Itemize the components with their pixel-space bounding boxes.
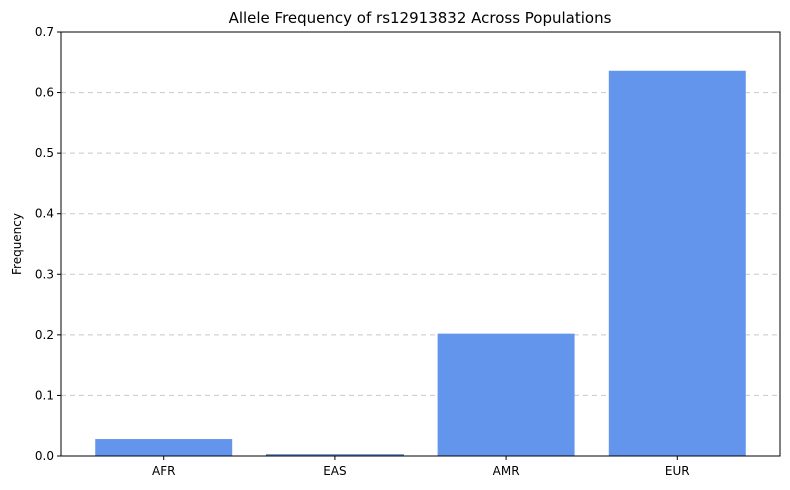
y-tick-label: 0.7 (35, 25, 54, 39)
grid-lines (61, 92, 780, 396)
y-tick-label: 0.4 (35, 207, 54, 221)
y-tick-label: 0.0 (35, 449, 54, 463)
y-tick-label: 0.1 (35, 388, 54, 402)
bars (95, 70, 746, 457)
y-axis: 0.0 0.1 0.2 0.3 0.4 0.5 0.6 0.7 (35, 25, 61, 463)
bar-eur (608, 70, 746, 456)
plot-area-frame (60, 31, 781, 457)
y-axis-label: Frequency (10, 213, 24, 275)
x-tick-label: EUR (665, 464, 690, 478)
y-tick-label: 0.2 (35, 328, 54, 342)
x-axis: AFR EAS AMR EUR (152, 456, 690, 478)
bar-amr (437, 333, 575, 456)
y-tick-label: 0.3 (35, 267, 54, 281)
x-tick-label: AFR (152, 464, 175, 478)
bar-afr (95, 439, 233, 456)
y-tick-label: 0.6 (35, 86, 54, 100)
y-tick-label: 0.5 (35, 146, 54, 160)
x-tick-label: AMR (493, 464, 520, 478)
chart-title: Allele Frequency of rs12913832 Across Po… (229, 9, 612, 27)
x-tick-label: EAS (323, 464, 346, 478)
